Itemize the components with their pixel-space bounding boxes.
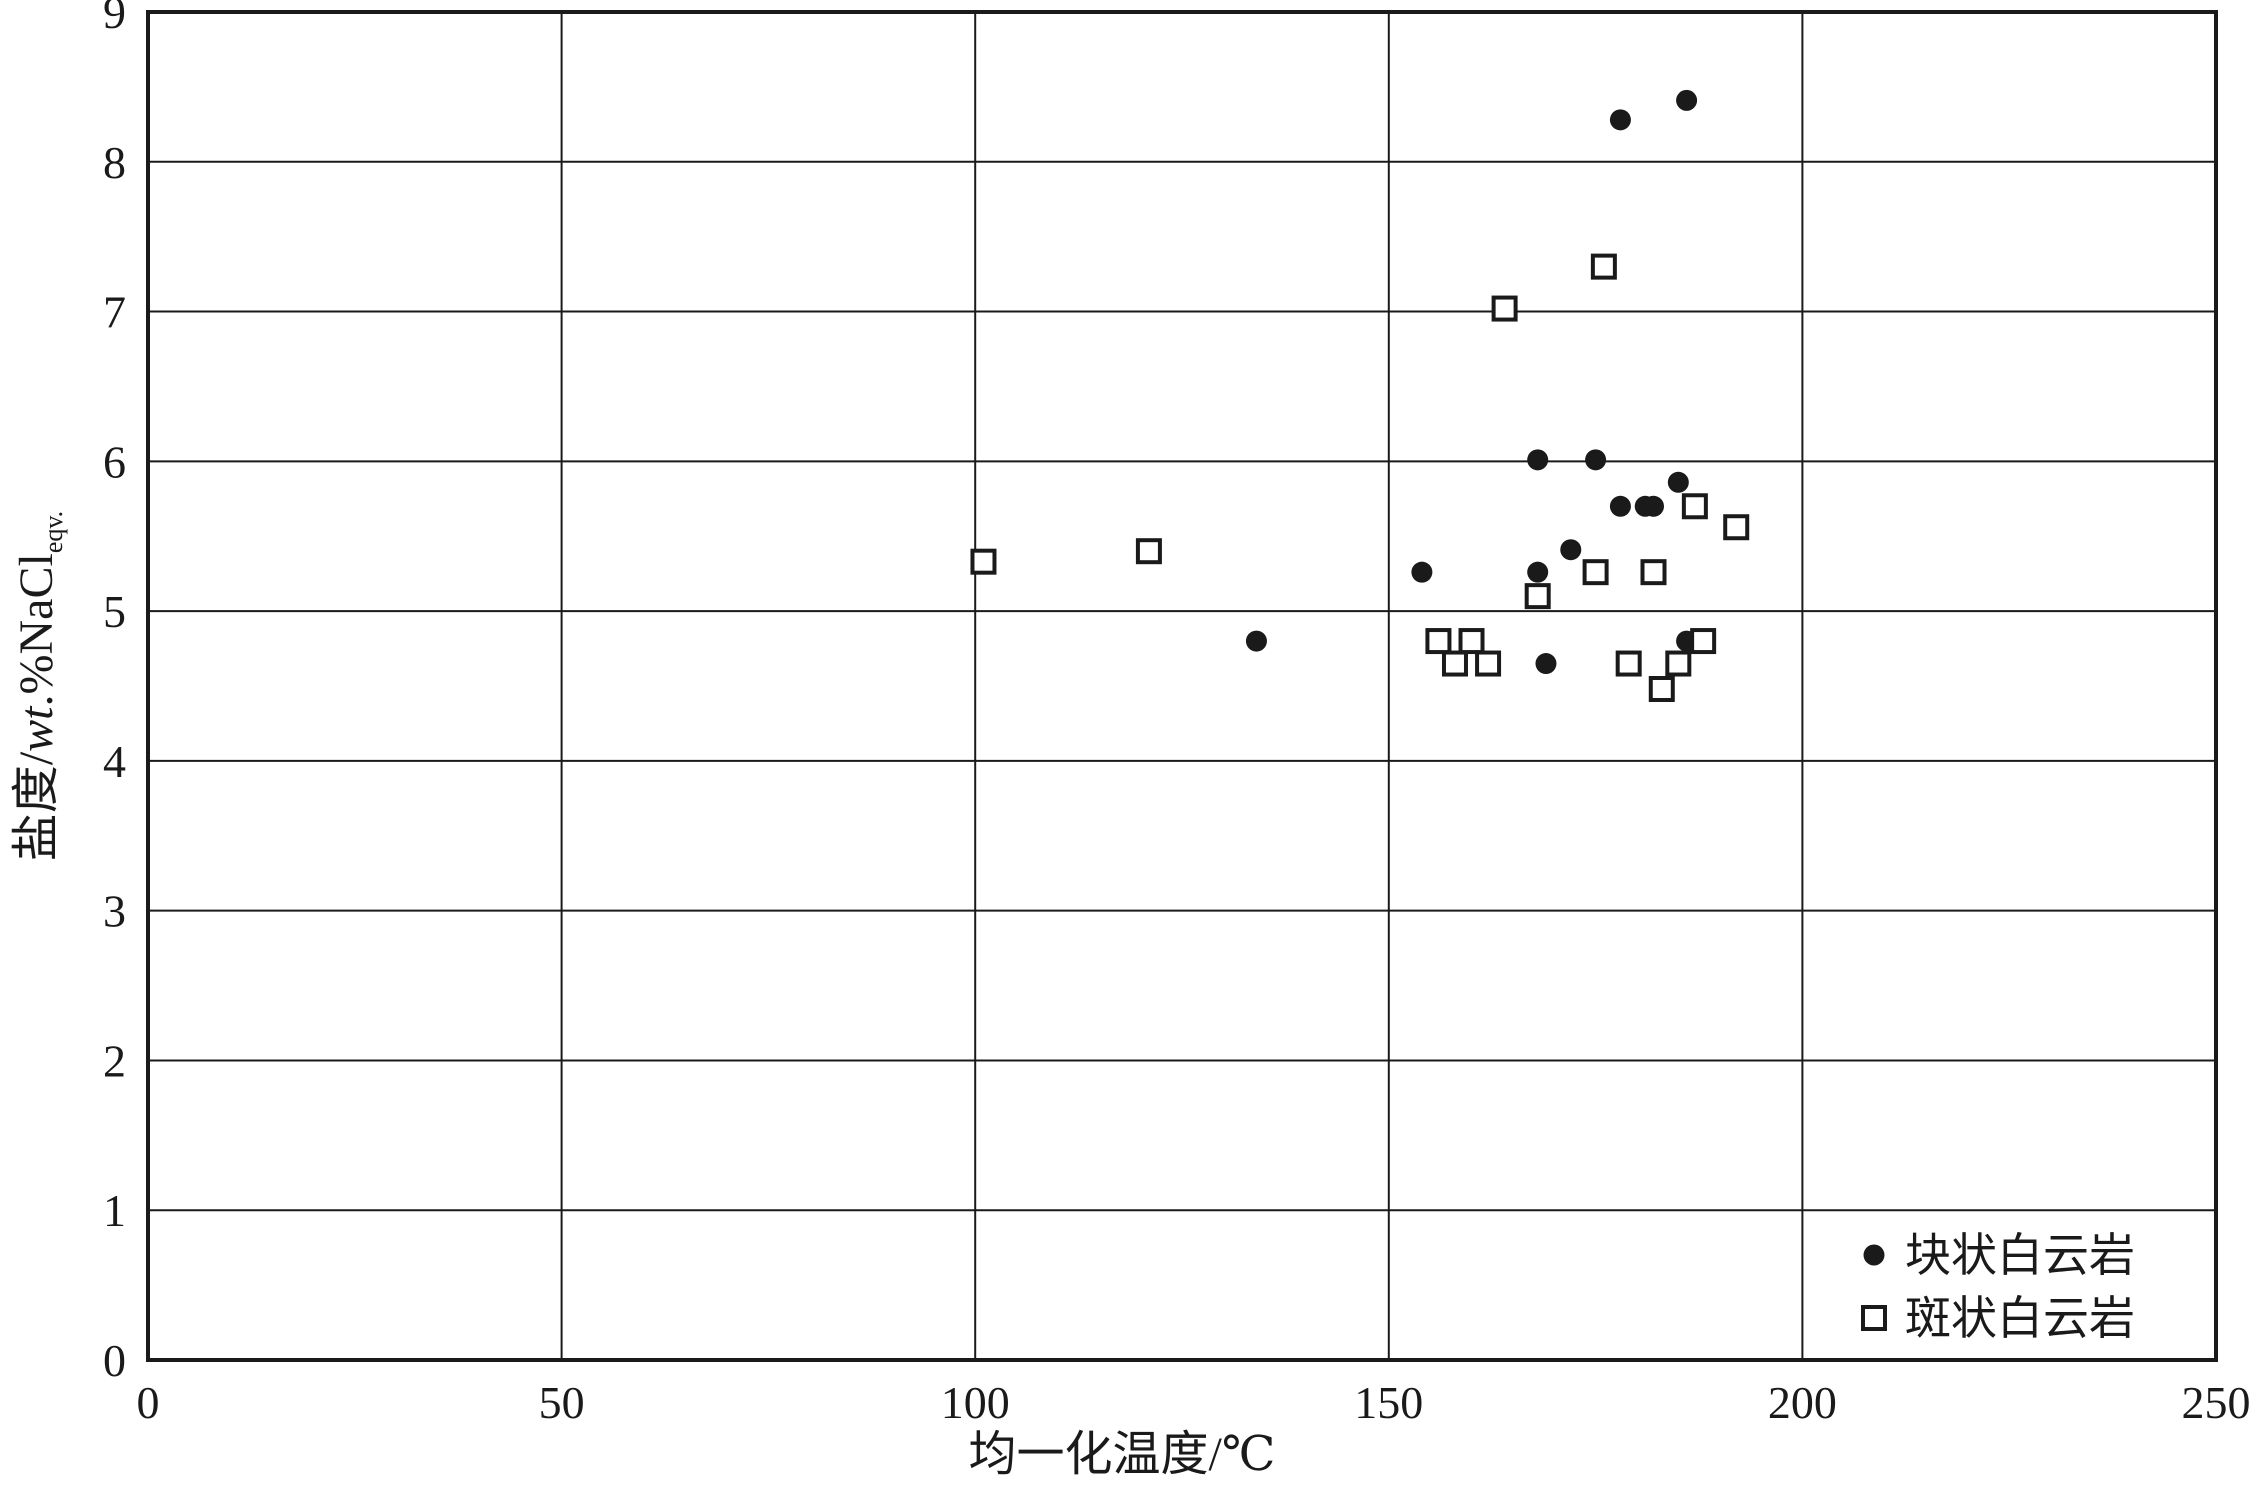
data-point-block-dolomite bbox=[1676, 89, 1698, 111]
data-point-porphyritic-dolomite bbox=[1135, 538, 1162, 565]
y-tick-label: 7 bbox=[103, 287, 126, 338]
data-point-porphyritic-dolomite bbox=[1690, 628, 1717, 655]
data-point-block-dolomite bbox=[1245, 630, 1267, 652]
y-axis-label: 盐度/wt.%NaCleqv. bbox=[10, 511, 68, 861]
data-point-porphyritic-dolomite bbox=[1681, 493, 1708, 520]
data-point-block-dolomite bbox=[1667, 471, 1689, 493]
data-point-block-dolomite bbox=[1643, 495, 1665, 517]
x-tick-label: 50 bbox=[539, 1377, 585, 1428]
data-point-block-dolomite bbox=[1527, 561, 1549, 583]
y-tick-label: 8 bbox=[103, 137, 126, 188]
y-tick-label: 2 bbox=[103, 1035, 126, 1086]
data-point-block-dolomite bbox=[1609, 495, 1631, 517]
data-point-porphyritic-dolomite bbox=[1665, 650, 1692, 677]
y-axis-label-italic: wt bbox=[10, 705, 63, 752]
data-point-block-dolomite bbox=[1535, 653, 1557, 675]
y-tick-label: 9 bbox=[103, 0, 126, 38]
data-point-porphyritic-dolomite bbox=[1582, 559, 1609, 586]
data-point-block-dolomite bbox=[1585, 449, 1607, 471]
x-tick-label: 0 bbox=[137, 1377, 160, 1428]
data-point-porphyritic-dolomite bbox=[1491, 295, 1518, 322]
data-point-porphyritic-dolomite bbox=[1475, 650, 1502, 677]
data-point-porphyritic-dolomite bbox=[1615, 650, 1642, 677]
data-point-porphyritic-dolomite bbox=[1723, 514, 1750, 541]
data-point-porphyritic-dolomite bbox=[1648, 675, 1675, 702]
x-tick-label: 200 bbox=[1768, 1377, 1837, 1428]
x-tick-labels: 0 50 100 150 200 250 bbox=[137, 1377, 2251, 1428]
data-point-porphyritic-dolomite bbox=[1590, 253, 1617, 280]
y-tick-label: 0 bbox=[103, 1335, 126, 1386]
y-tick-label: 5 bbox=[103, 586, 126, 637]
legend-marker-porphyritic-dolomite bbox=[1861, 1305, 1887, 1331]
data-point-block-dolomite bbox=[1411, 561, 1433, 583]
y-axis-label-subscript: eqv. bbox=[39, 511, 68, 553]
y-axis-label-mid: .%NaCl bbox=[10, 553, 63, 706]
y-tick-labels: 0 1 2 3 4 5 6 7 8 9 bbox=[103, 0, 126, 1386]
y-tick-label: 4 bbox=[103, 736, 126, 787]
data-point-porphyritic-dolomite bbox=[1640, 559, 1667, 586]
data-point-block-dolomite bbox=[1527, 449, 1549, 471]
y-tick-label: 6 bbox=[103, 436, 126, 487]
legend-label-block-dolomite: 块状白云岩 bbox=[1905, 1230, 2135, 1281]
legend: 块状白云岩 斑状白云岩 bbox=[1861, 1230, 2135, 1344]
y-axis-label-prefix: 盐度/ bbox=[10, 751, 63, 861]
legend-label-porphyritic-dolomite: 斑状白云岩 bbox=[1905, 1293, 2135, 1344]
x-tick-label: 150 bbox=[1354, 1377, 1423, 1428]
y-tick-label: 3 bbox=[103, 886, 126, 937]
plot-frame bbox=[146, 10, 2218, 1362]
x-tick-label: 250 bbox=[2182, 1377, 2251, 1428]
legend-marker-block-dolomite bbox=[1863, 1244, 1885, 1266]
x-axis-label: 均一化温度/℃ bbox=[968, 1428, 1275, 1481]
data-point-porphyritic-dolomite bbox=[1441, 650, 1468, 677]
x-tick-label: 100 bbox=[941, 1377, 1010, 1428]
data-point-block-dolomite bbox=[1560, 539, 1582, 561]
data-point-porphyritic-dolomite bbox=[1425, 628, 1452, 655]
data-point-porphyritic-dolomite bbox=[1458, 628, 1485, 655]
y-tick-label: 1 bbox=[103, 1185, 126, 1236]
data-points bbox=[970, 89, 1750, 702]
data-point-porphyritic-dolomite bbox=[1524, 583, 1551, 610]
data-point-porphyritic-dolomite bbox=[970, 548, 997, 575]
grid-lines bbox=[147, 11, 2217, 1361]
data-point-block-dolomite bbox=[1609, 109, 1631, 131]
